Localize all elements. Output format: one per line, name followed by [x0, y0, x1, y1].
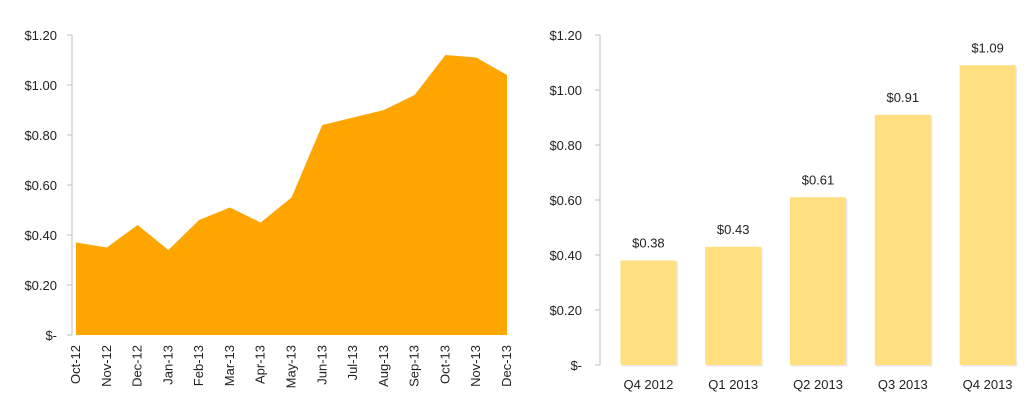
area-x-tick-label: Dec-12 — [130, 345, 145, 387]
area-x-tick-label: Jan-13 — [160, 345, 175, 385]
area-y-tick-label: $- — [45, 328, 57, 343]
area-series — [76, 55, 507, 335]
area-x-tick-label: Apr-13 — [253, 345, 268, 384]
area-x-tick-label: Nov-12 — [99, 345, 114, 387]
area-x-tick-label: Jul-13 — [345, 345, 360, 380]
area-x-tick-label: Oct-13 — [437, 345, 452, 384]
area-x-tick-label: Dec-13 — [499, 345, 514, 387]
area-x-tick-label: Feb-13 — [191, 345, 206, 386]
area-x-tick-label: Mar-13 — [222, 345, 237, 386]
area-x-tick-label: Jun-13 — [314, 345, 329, 385]
area-x-tick-label: May-13 — [284, 345, 299, 388]
area-y-tick-label: $1.20 — [24, 28, 57, 43]
area-x-tick-label: Sep-13 — [407, 345, 422, 387]
area-y-tick-label: $0.40 — [24, 228, 57, 243]
area-x-tick-label: Oct-12 — [68, 345, 83, 384]
area-y-tick-label: $0.60 — [24, 178, 57, 193]
area-x-tick-label: Aug-13 — [376, 345, 391, 387]
area-y-tick-label: $0.80 — [24, 128, 57, 143]
area-y-tick-label: $0.20 — [24, 278, 57, 293]
area-x-tick-label: Nov-13 — [468, 345, 483, 387]
area-y-tick-label: $1.00 — [24, 78, 57, 93]
